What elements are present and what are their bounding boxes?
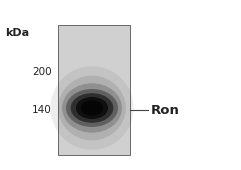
Bar [58,25,130,155]
Ellipse shape [81,100,103,116]
Text: 200: 200 [32,67,52,77]
Text: 140: 140 [32,105,52,115]
Ellipse shape [66,89,118,127]
Ellipse shape [62,83,122,133]
Ellipse shape [76,97,108,119]
Text: Ron: Ron [151,104,180,116]
Ellipse shape [50,66,134,150]
Text: kDa: kDa [5,28,29,38]
Ellipse shape [71,93,113,123]
Ellipse shape [58,76,126,140]
